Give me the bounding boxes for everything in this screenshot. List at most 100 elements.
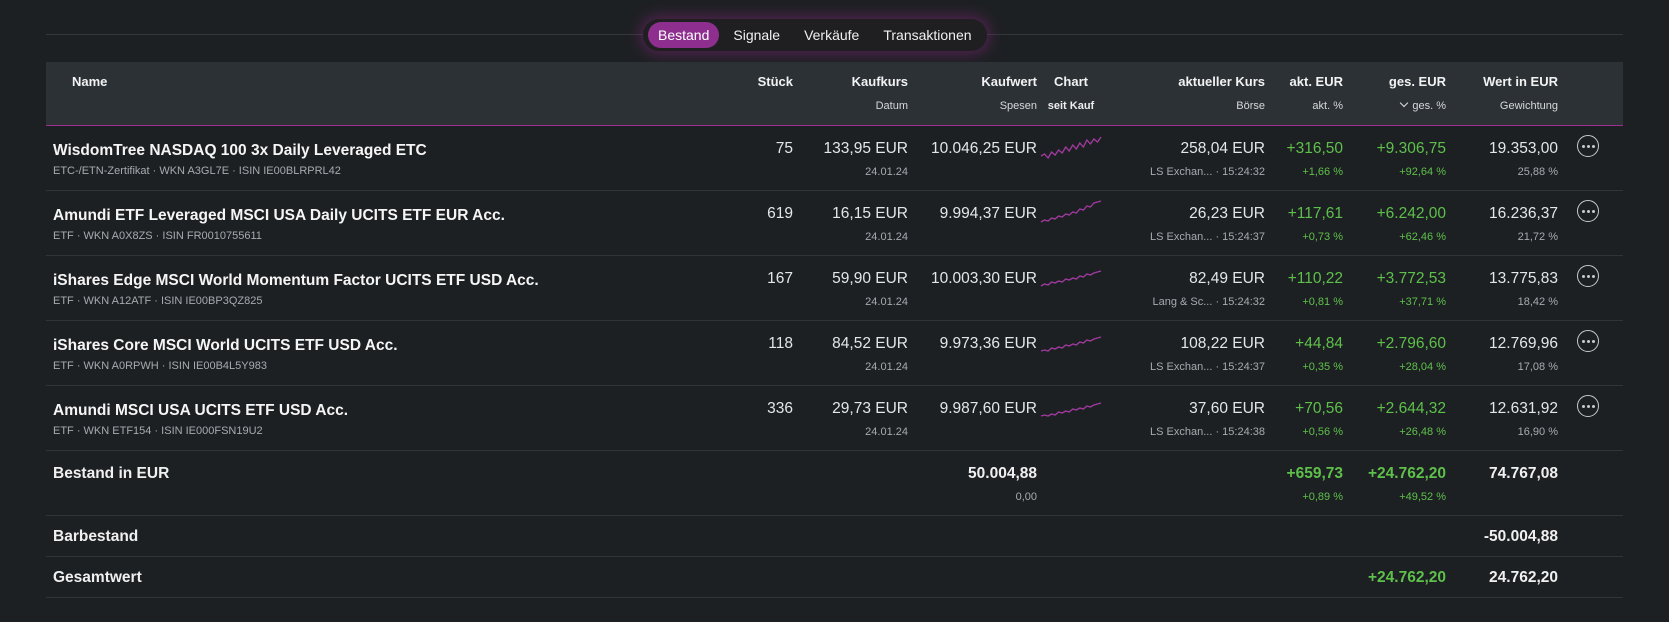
position-kurs: 37,60 EUR [1189,400,1265,417]
position-identifiers: ETF · WKN A0RPWH · ISIN IE00B4L5Y983 [53,360,267,372]
position-akt-eur: +117,61 [1287,205,1343,222]
header-kaufkurs[interactable]: Kaufkurs [851,74,908,89]
sparkline-chart[interactable] [1039,394,1103,434]
position-ges-eur: +2.796,60 [1376,335,1446,352]
tab-transaktionen[interactable]: Transaktionen [883,27,972,43]
summary-bestand-label: Bestand in EUR [53,465,170,482]
position-ges-pct: +37,71 % [1399,296,1446,308]
position-boerse: LS Exchan... · 15:24:37 [1150,231,1265,243]
position-kurs: 26,23 EUR [1189,205,1265,222]
position-kaufwert: 9.973,36 EUR [939,335,1037,352]
position-ges-pct: +28,04 % [1399,361,1446,373]
position-stueck: 167 [767,270,793,287]
position-kaufkurs: 84,52 EUR [832,335,908,352]
sparkline-chart[interactable] [1039,264,1103,304]
more-options-icon[interactable] [1577,135,1599,157]
position-akt-pct: +0,35 % [1302,361,1343,373]
header-ges-pct-sorted[interactable]: ges. % [1400,98,1446,112]
position-datum: 24.01.24 [865,166,908,178]
position-name[interactable]: Amundi MSCI USA UCITS ETF USD Acc. [53,402,349,419]
position-wert: 12.631,92 [1489,400,1558,417]
position-row[interactable]: iShares Core MSCI World UCITS ETF USD Ac… [46,321,1623,386]
more-options-icon[interactable] [1577,265,1599,287]
sparkline-chart[interactable] [1039,329,1103,369]
position-gewichtung: 25,88 % [1517,166,1558,178]
header-akt-eur[interactable]: akt. EUR [1289,74,1343,89]
position-stueck: 336 [767,400,793,417]
position-akt-pct: +0,56 % [1302,426,1343,438]
position-akt-eur: +44,84 [1295,335,1343,352]
header-spesen[interactable]: Spesen [999,100,1037,112]
gesamtwert-label: Gesamtwert [53,569,142,586]
position-datum: 24.01.24 [865,426,908,438]
summary-gesamtwert-row: Gesamtwert +24.762,20 24.762,20 [46,557,1623,598]
position-gewichtung: 18,42 % [1517,296,1558,308]
position-gewichtung: 21,72 % [1517,231,1558,243]
position-kaufwert: 9.987,60 EUR [939,400,1037,417]
sparkline-line [1040,402,1102,417]
gesamtwert-ges-eur: +24.762,20 [1367,569,1446,586]
gesamtwert-wert: 24.762,20 [1489,569,1558,586]
position-stueck: 619 [767,205,793,222]
position-row[interactable]: WisdomTree NASDAQ 100 3x Daily Leveraged… [46,126,1623,191]
more-options-icon[interactable] [1577,200,1599,222]
header-wert[interactable]: Wert in EUR [1483,74,1558,89]
position-akt-eur: +316,50 [1286,140,1343,157]
header-boerse[interactable]: Börse [1236,100,1265,112]
position-datum: 24.01.24 [865,361,908,373]
position-gewichtung: 17,08 % [1517,361,1558,373]
tab-bar: Bestand Signale Verkäufe Transaktionen [643,19,987,51]
sparkline-chart[interactable] [1039,134,1103,174]
header-stueck[interactable]: Stück [757,74,793,89]
position-name[interactable]: iShares Core MSCI World UCITS ETF USD Ac… [53,337,398,354]
sparkline-line [1040,200,1102,223]
barbestand-wert: -50.004,88 [1483,528,1558,545]
position-row[interactable]: iShares Edge MSCI World Momentum Factor … [46,256,1623,321]
position-stueck: 118 [768,335,793,352]
position-name[interactable]: WisdomTree NASDAQ 100 3x Daily Leveraged… [53,142,427,159]
position-name[interactable]: Amundi ETF Leveraged MSCI USA Daily UCIT… [53,207,505,224]
position-row[interactable]: Amundi MSCI USA UCITS ETF USD Acc. ETF ·… [46,386,1623,451]
sparkline-chart[interactable] [1039,199,1103,239]
summary-barbestand-row: Barbestand -50.004,88 [46,516,1623,557]
more-options-icon[interactable] [1577,330,1599,352]
summary-akt-pct: +0,89 % [1302,491,1343,503]
position-row[interactable]: Amundi ETF Leveraged MSCI USA Daily UCIT… [46,191,1623,256]
header-name[interactable]: Name [72,74,108,89]
position-datum: 24.01.24 [865,231,908,243]
position-boerse: LS Exchan... · 15:24:32 [1150,166,1265,178]
tab-verkaeufe[interactable]: Verkäufe [804,27,860,43]
position-boerse: Lang & Sc... · 15:24:32 [1152,296,1265,308]
portfolio-table: Name Stück Kaufkurs Datum Kaufwert Spese… [46,62,1623,598]
header-kaufwert[interactable]: Kaufwert [981,74,1037,89]
position-wert: 16.236,37 [1489,205,1558,222]
sparkline-line [1040,270,1102,287]
header-kurs[interactable]: aktueller Kurs [1178,74,1265,89]
position-boerse: LS Exchan... · 15:24:37 [1150,361,1265,373]
tab-signale[interactable]: Signale [733,27,781,43]
position-ges-eur: +2.644,32 [1376,400,1446,417]
sparkline-line [1040,136,1102,160]
position-kaufwert: 10.003,30 EUR [931,270,1037,287]
header-datum[interactable]: Datum [875,100,908,112]
position-kurs: 82,49 EUR [1189,270,1265,287]
position-gewichtung: 16,90 % [1517,426,1558,438]
position-akt-eur: +110,22 [1287,270,1343,287]
position-wert: 19.353,00 [1489,140,1558,157]
position-datum: 24.01.24 [865,296,908,308]
position-wert: 13.775,83 [1489,270,1558,287]
sort-chevron-down-icon [1400,98,1409,108]
position-name[interactable]: iShares Edge MSCI World Momentum Factor … [53,272,539,289]
position-ges-pct: +92,64 % [1399,166,1446,178]
header-ges-eur[interactable]: ges. EUR [1388,74,1446,89]
more-options-icon[interactable] [1577,395,1599,417]
header-akt-pct[interactable]: akt. % [1312,100,1343,112]
tab-bestand[interactable]: Bestand [648,22,720,48]
position-identifiers: ETF · WKN A12ATF · ISIN IE00BP3QZ825 [53,295,263,307]
header-gewichtung[interactable]: Gewichtung [1499,100,1558,112]
position-ges-eur: +9.306,75 [1376,140,1446,157]
position-kaufkurs: 16,15 EUR [832,205,908,222]
position-stueck: 75 [775,140,793,157]
position-identifiers: ETC-/ETN-Zertifikat · WKN A3GL7E · ISIN … [53,165,341,177]
position-identifiers: ETF · WKN ETF154 · ISIN IE000FSN19U2 [53,425,263,437]
